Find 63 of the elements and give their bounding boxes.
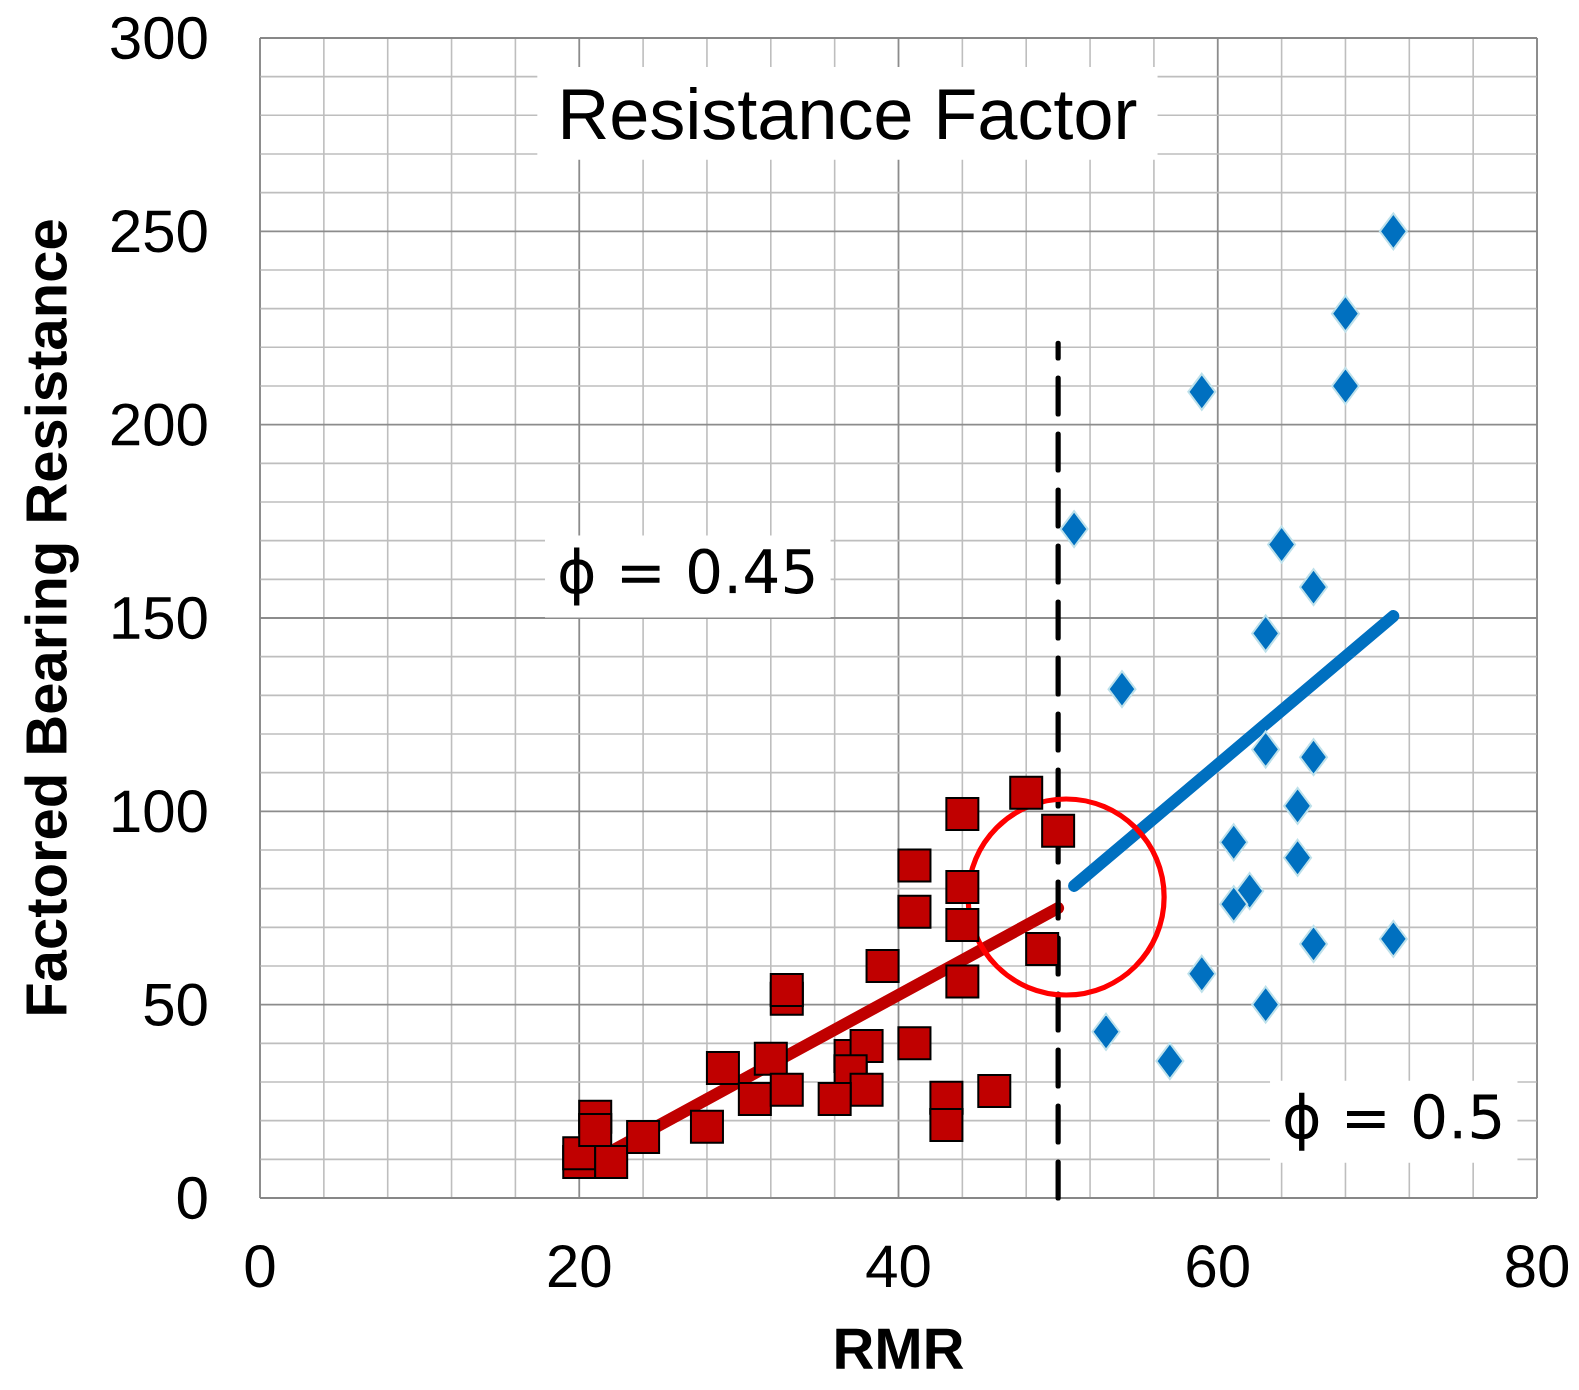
y-tick-label: 100 <box>113 790 207 833</box>
x-tick-label: 20 <box>548 1245 611 1288</box>
x-tick-label: 80 <box>1506 1245 1569 1288</box>
text: Resistance Factor <box>563 86 1137 140</box>
point <box>1059 510 1089 549</box>
y-tick-label: 200 <box>111 403 207 446</box>
point <box>1251 614 1281 653</box>
point <box>1378 919 1408 958</box>
point <box>1091 1012 1121 1051</box>
point <box>769 972 804 1007</box>
point <box>929 1107 964 1142</box>
point <box>1251 730 1281 769</box>
point <box>1219 885 1249 924</box>
point <box>1041 813 1076 848</box>
point <box>897 894 932 929</box>
point <box>626 1119 661 1154</box>
point <box>1299 568 1329 607</box>
x-tick-label: 40 <box>866 1245 930 1288</box>
point <box>1235 871 1265 910</box>
point <box>1251 985 1281 1024</box>
point <box>689 1109 724 1144</box>
point <box>594 1145 629 1180</box>
point <box>1330 294 1360 333</box>
point <box>737 1082 772 1117</box>
point <box>1187 954 1217 993</box>
y-axis-title: Factored Bearing Resistance <box>24 220 79 1014</box>
y-tick-label: 50 <box>144 983 207 1026</box>
x-tick-label: 0 <box>245 1245 275 1288</box>
point <box>817 1082 852 1117</box>
y-tick-label: 150 <box>113 596 207 640</box>
point <box>945 908 980 943</box>
point <box>1267 525 1297 564</box>
y-tick-label: 250 <box>111 210 207 253</box>
point <box>1009 775 1044 810</box>
point <box>1187 372 1217 411</box>
point <box>578 1112 613 1147</box>
point <box>1155 1042 1185 1081</box>
point <box>1025 931 1060 966</box>
point <box>897 848 932 883</box>
point <box>945 797 980 832</box>
point <box>753 1041 788 1076</box>
point <box>897 1026 932 1061</box>
point <box>849 1072 884 1107</box>
x-axis-title: RMR <box>836 1328 964 1369</box>
point <box>1378 212 1408 251</box>
point <box>1299 924 1329 963</box>
y-tick-label: 300 <box>111 16 207 60</box>
point <box>977 1073 1012 1108</box>
point <box>1107 670 1137 709</box>
point <box>865 949 900 983</box>
point <box>1283 838 1313 877</box>
point <box>1299 738 1329 777</box>
point <box>945 870 980 905</box>
annotation: ϕ = 0.5 <box>1285 1092 1501 1151</box>
point <box>1219 823 1249 862</box>
point <box>945 964 980 999</box>
x-tick-label: 60 <box>1187 1245 1249 1288</box>
point <box>1283 786 1313 825</box>
point <box>769 1072 804 1107</box>
annotation: ϕ = 0.45 <box>560 547 814 606</box>
point <box>1330 366 1360 405</box>
y-tick-label: 0 <box>177 1176 207 1220</box>
point <box>705 1051 740 1086</box>
